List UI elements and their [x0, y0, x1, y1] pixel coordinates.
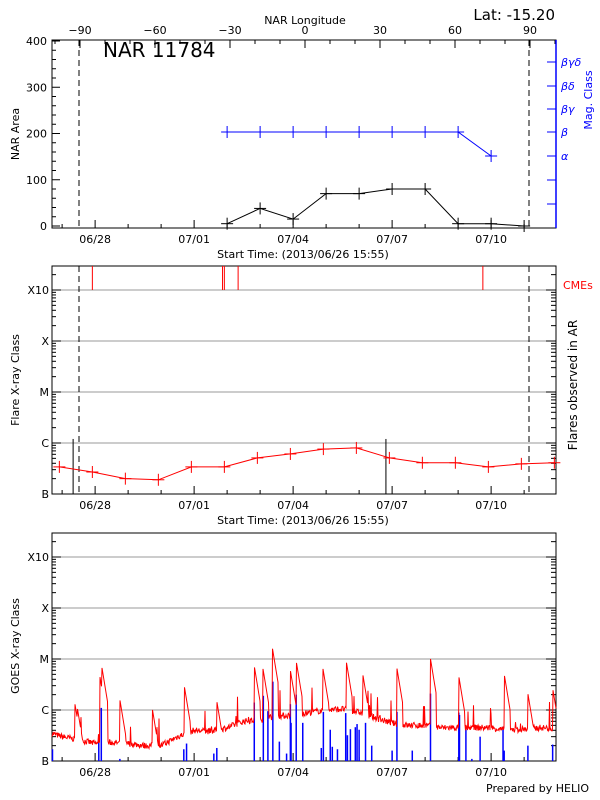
- panel3-ylabel: GOES X-ray Class: [9, 598, 22, 694]
- longitude-tick-label: 0: [302, 24, 309, 37]
- longitude-tick-label: −60: [143, 24, 166, 37]
- class-tick-label: B: [41, 488, 49, 501]
- credit-label: Prepared by HELIO: [486, 782, 589, 795]
- background-flux-line: [59, 447, 555, 481]
- background-flux-point: [86, 466, 99, 479]
- panel1-xlabel: Start Time: (2013/06/26 15:55): [217, 248, 389, 261]
- date-tick-label: 07/01: [178, 766, 210, 779]
- area-line: [226, 188, 525, 227]
- background-flux-point: [284, 447, 297, 460]
- region-title: NAR 11784: [103, 38, 216, 62]
- background-flux-point: [383, 451, 396, 464]
- mag-class-label: βγ: [560, 103, 575, 116]
- mag-class-point: [419, 126, 432, 138]
- background-flux-point: [482, 460, 495, 473]
- class-tick-label: X: [41, 602, 49, 615]
- longitude-tick-label: −30: [218, 24, 241, 37]
- area-point: [452, 217, 465, 230]
- area-tick-label: 0: [40, 220, 47, 233]
- area-point: [353, 187, 366, 200]
- area-point: [386, 183, 399, 195]
- background-flux-point: [548, 456, 561, 469]
- class-tick-label: X10: [27, 551, 49, 564]
- panel2-xlabel: Start Time: (2013/06/26 15:55): [217, 514, 389, 527]
- panel3-frame: [51, 532, 557, 762]
- panel2-y2label: Flares observed in AR: [566, 320, 580, 450]
- mag-class-point: [353, 126, 366, 138]
- background-flux-point: [350, 441, 363, 454]
- cme-label: CMEs: [563, 279, 593, 292]
- mag-class-point: [221, 126, 234, 138]
- mag-class-label: βδ: [560, 80, 575, 93]
- latitude-label: Lat: -15.20: [473, 6, 555, 24]
- area-point: [254, 202, 267, 215]
- mag-class-label: α: [561, 150, 569, 163]
- date-tick-label: 07/10: [475, 766, 507, 779]
- area-point: [287, 213, 300, 226]
- mag-class-point: [254, 126, 267, 138]
- background-flux-point: [251, 451, 264, 464]
- mag-class-point: [287, 126, 300, 138]
- mag-class-label: βγδ: [560, 56, 582, 69]
- date-tick-label: 07/04: [277, 499, 309, 512]
- panel1-ylabel: NAR Area: [9, 108, 22, 160]
- longitude-tick-label: 30: [373, 24, 387, 37]
- longitude-tick-label: −90: [68, 24, 91, 37]
- longitude-tick-label: 60: [448, 24, 462, 37]
- background-flux-point: [317, 443, 330, 456]
- class-tick-label: C: [41, 704, 49, 717]
- area-point: [419, 183, 432, 195]
- mag-class-point: [485, 150, 498, 162]
- goes-xray-flux-line: [51, 648, 557, 751]
- background-flux-point: [515, 457, 528, 470]
- area-tick-label: 200: [26, 128, 47, 141]
- date-tick-label: 07/07: [376, 499, 408, 512]
- date-tick-label: 07/07: [376, 233, 408, 246]
- area-tick-label: 300: [26, 81, 47, 94]
- class-tick-label: C: [41, 437, 49, 450]
- background-flux-point: [416, 456, 429, 469]
- class-tick-label: B: [41, 755, 49, 768]
- area-point: [221, 217, 234, 230]
- class-tick-label: X: [41, 335, 49, 348]
- class-tick-label: M: [40, 386, 50, 399]
- date-tick-label: 07/10: [475, 499, 507, 512]
- date-tick-label: 07/04: [277, 233, 309, 246]
- date-tick-label: 07/10: [475, 233, 507, 246]
- date-tick-label: 07/01: [178, 233, 210, 246]
- background-flux-point: [185, 460, 198, 473]
- panel1-y2label: Mag. Class: [582, 70, 595, 129]
- area-point: [320, 187, 333, 200]
- panel1-frame: [51, 39, 557, 229]
- longitude-tick-label: 90: [523, 24, 537, 37]
- mag-class-point: [386, 126, 399, 138]
- mag-class-point: [320, 126, 333, 138]
- panel2-ylabel: Flare X-ray Class: [9, 334, 22, 426]
- area-tick-label: 100: [26, 174, 47, 187]
- background-flux-point: [449, 456, 462, 469]
- background-flux-point: [53, 460, 66, 473]
- background-flux-point: [119, 472, 132, 485]
- mag-class-point: [452, 126, 465, 138]
- mag-class-label: β: [560, 126, 568, 139]
- class-tick-label: X10: [27, 284, 49, 297]
- class-tick-label: M: [40, 653, 50, 666]
- date-tick-label: 06/28: [79, 233, 111, 246]
- background-flux-point: [218, 460, 231, 473]
- date-tick-label: 06/28: [79, 499, 111, 512]
- area-point: [485, 217, 498, 230]
- area-point: [518, 220, 531, 232]
- background-flux-point: [152, 473, 165, 486]
- top-axis-title: NAR Longitude: [264, 14, 346, 27]
- date-tick-label: 07/04: [277, 766, 309, 779]
- area-tick-label: 400: [26, 35, 47, 48]
- date-tick-label: 07/01: [178, 499, 210, 512]
- panel2-frame: [51, 265, 557, 495]
- date-tick-label: 06/28: [79, 766, 111, 779]
- date-tick-label: 07/07: [376, 766, 408, 779]
